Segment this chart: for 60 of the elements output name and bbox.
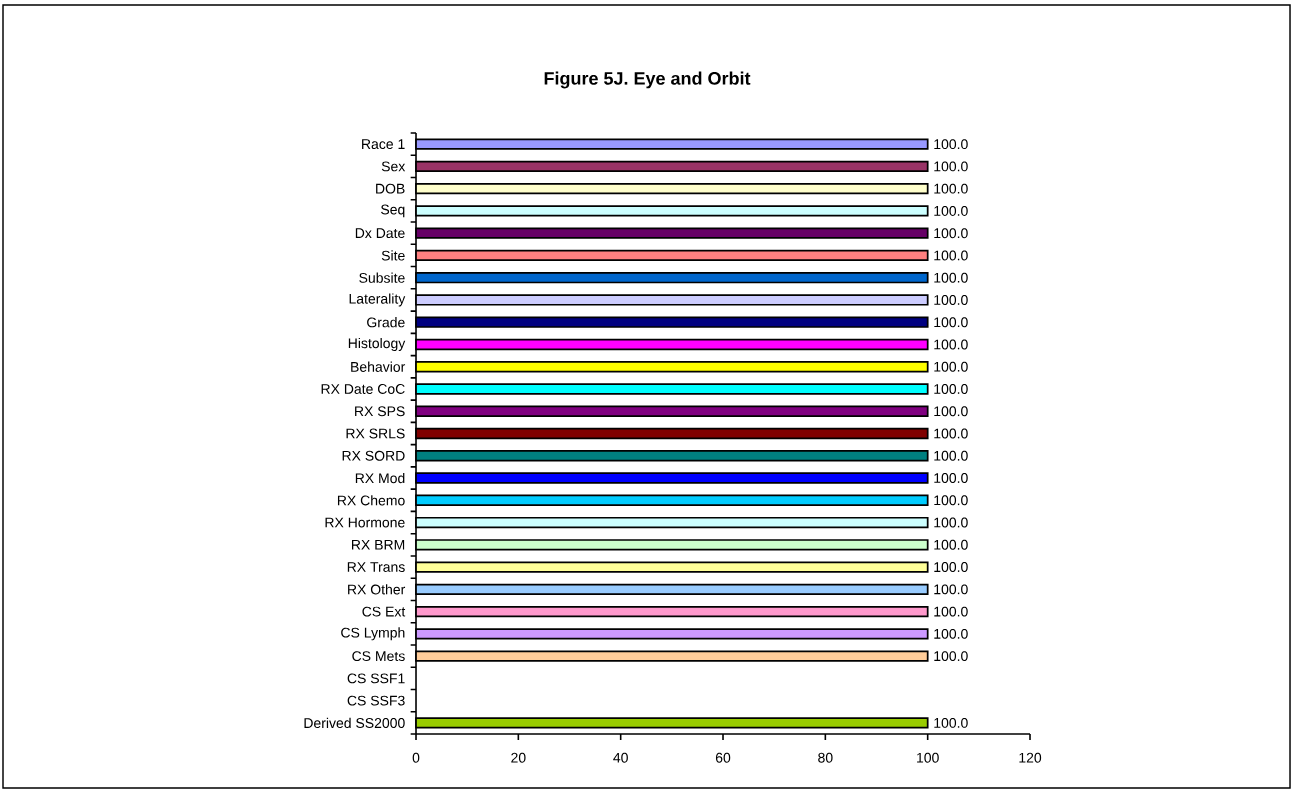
data-label: 100.0 [934,651,968,662]
y-tick-label: CS Mets [352,651,405,662]
y-tick-label: Laterality [349,293,406,307]
chart-title: Figure 5J. Eye and Orbit [544,71,751,89]
y-tick-label: Behavior [351,361,406,372]
data-label: 100.0 [934,428,968,439]
data-label: 100.0 [934,628,968,639]
data-label: 100.0 [934,384,968,394]
data-label: 100.0 [934,250,968,261]
x-tick-label: 40 [613,752,628,763]
data-label: 100.0 [934,161,968,172]
y-tick-label: Histology [348,337,406,351]
data-label: 100.0 [934,205,968,216]
data-label: 100.0 [934,406,968,417]
data-label: 100.0 [934,339,968,350]
y-tick-label: CS Lymph [341,627,405,641]
y-tick-label: RX BRM [352,540,405,550]
x-tick-label: 60 [715,752,731,763]
x-tick-label: 0 [412,752,420,763]
y-tick-label: CS SSF3 [347,695,405,706]
data-label: 100.0 [934,295,968,305]
y-tick-label: RX SRLS [346,428,405,439]
data-label: 100.0 [934,495,968,506]
data-label: 100.0 [934,539,968,550]
y-tick-label: Derived SS2000 [304,717,405,729]
y-tick-label: Grade [367,317,405,328]
y-tick-label: Dx Date [355,228,405,239]
y-tick-label: RX SPS [355,406,405,417]
y-tick-label: RX Chemo [337,495,405,506]
y-tick-label: CS SSF1 [347,673,405,684]
data-label: 100.0 [934,517,968,528]
x-tick-label: 100 [917,752,939,763]
y-tick-label: Race 1 [362,139,405,150]
y-tick-label: Subsite [359,272,405,283]
data-label: 100.0 [934,473,968,483]
data-label: 100.0 [934,183,968,194]
data-label: 100.0 [934,317,968,328]
y-tick-label: RX Other [348,584,406,595]
data-label: 100.0 [934,450,968,461]
y-tick-label: Site [381,250,405,261]
data-label: 100.0 [934,562,968,573]
y-tick-label: RX SORD [342,450,405,461]
data-label: 100.0 [934,272,968,283]
y-tick-label: Seq [381,204,405,218]
y-tick-label: DOB [376,183,405,194]
data-label: 100.0 [934,606,968,617]
y-tick-label: Sex [381,161,406,172]
data-label: 100.0 [934,139,968,150]
data-label: 100.0 [934,584,968,595]
x-tick-label: 20 [511,752,526,763]
y-tick-label: RX Hormone [325,517,405,528]
data-label: 100.0 [934,361,968,372]
data-label: 100.0 [934,717,968,728]
data-label: 100.0 [934,228,968,239]
y-tick-label: RX Date CoC [321,384,405,394]
y-tick-label: CS Ext [362,606,406,617]
x-tick-label: 80 [818,752,833,763]
y-tick-label: RX Mod [355,472,405,484]
y-tick-label: RX Trans [347,562,405,572]
x-tick-label: 120 [1019,752,1042,763]
